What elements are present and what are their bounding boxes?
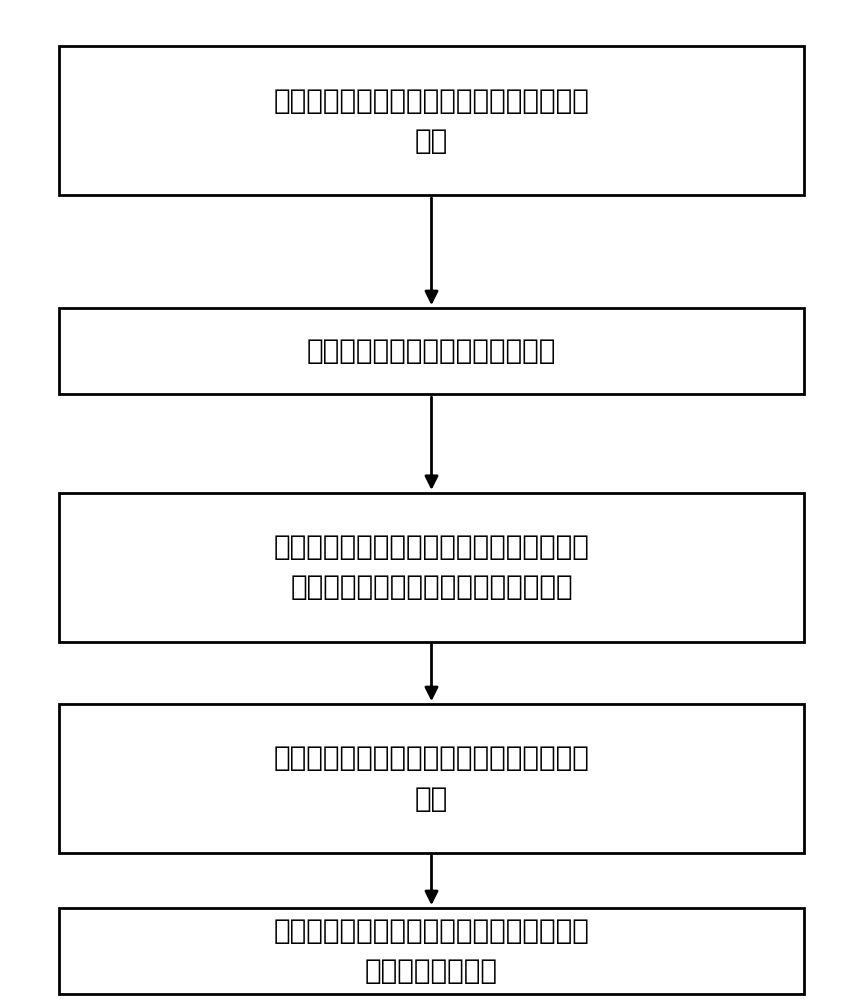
FancyBboxPatch shape	[59, 908, 804, 994]
Text: 将已获得的多尺度时空故障特征输入到分类: 将已获得的多尺度时空故障特征输入到分类	[274, 917, 589, 945]
Text: 将预处理得到的二维矩阵并行输入到多尺度: 将预处理得到的二维矩阵并行输入到多尺度	[274, 533, 589, 561]
Text: 卷积神经网络进行多尺度故障特征学习: 卷积神经网络进行多尺度故障特征学习	[290, 573, 573, 601]
FancyBboxPatch shape	[59, 308, 804, 394]
Text: 将已学习通道间特征和通道内特征进行加权: 将已学习通道间特征和通道内特征进行加权	[274, 744, 589, 772]
FancyBboxPatch shape	[59, 704, 804, 853]
Text: 融合: 融合	[415, 785, 448, 813]
FancyBboxPatch shape	[59, 46, 804, 195]
FancyBboxPatch shape	[59, 493, 804, 642]
Text: 器中得到故障类别: 器中得到故障类别	[365, 957, 498, 985]
Text: 对多通道时间序列数据进行预处理: 对多通道时间序列数据进行预处理	[307, 337, 556, 365]
Text: 获取风电行星齿轮箱的原始多通道振动信号: 获取风电行星齿轮箱的原始多通道振动信号	[274, 87, 589, 115]
Text: 数据: 数据	[415, 127, 448, 155]
